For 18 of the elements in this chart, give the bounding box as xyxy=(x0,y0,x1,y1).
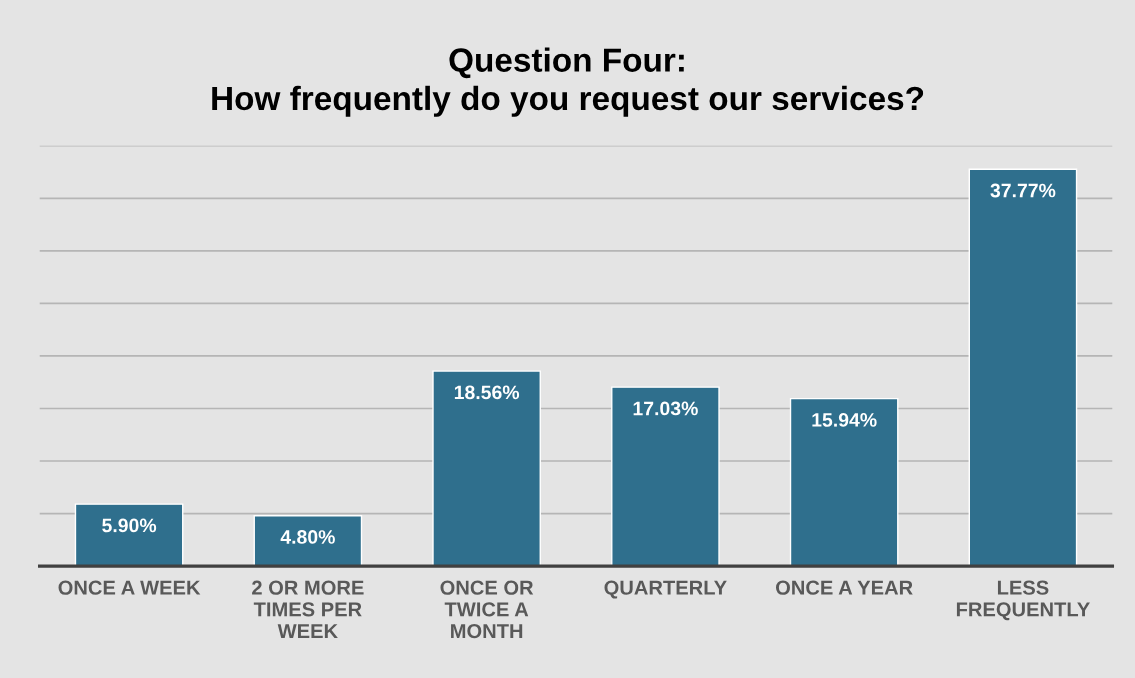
data-label: 4.80% xyxy=(280,530,335,544)
chart-title: Question Four: How frequently do you request our services? xyxy=(212,47,924,117)
x-tick-label: 2 OR MORE TIMES PER WEEK xyxy=(252,580,364,638)
data-label: 15.94% xyxy=(812,413,877,427)
x-tick-label: QUARTERLY xyxy=(604,580,727,599)
bar xyxy=(968,168,1078,567)
bar xyxy=(432,370,541,567)
data-label: 18.56% xyxy=(454,385,520,400)
data-label: 37.77% xyxy=(990,183,1056,198)
data-label: 17.03% xyxy=(633,401,698,416)
bar xyxy=(74,503,184,567)
x-tick-label: ONCE OR TWICE A MONTH xyxy=(440,580,534,639)
x-tick-label: LESS FREQUENTLY xyxy=(956,580,1090,621)
x-tick-label: ONCE A WEEK xyxy=(58,580,201,595)
bar xyxy=(611,386,720,567)
x-tick-label: ONCE A YEAR xyxy=(775,580,913,595)
data-label: 5.90% xyxy=(102,518,157,533)
bar xyxy=(789,397,899,567)
